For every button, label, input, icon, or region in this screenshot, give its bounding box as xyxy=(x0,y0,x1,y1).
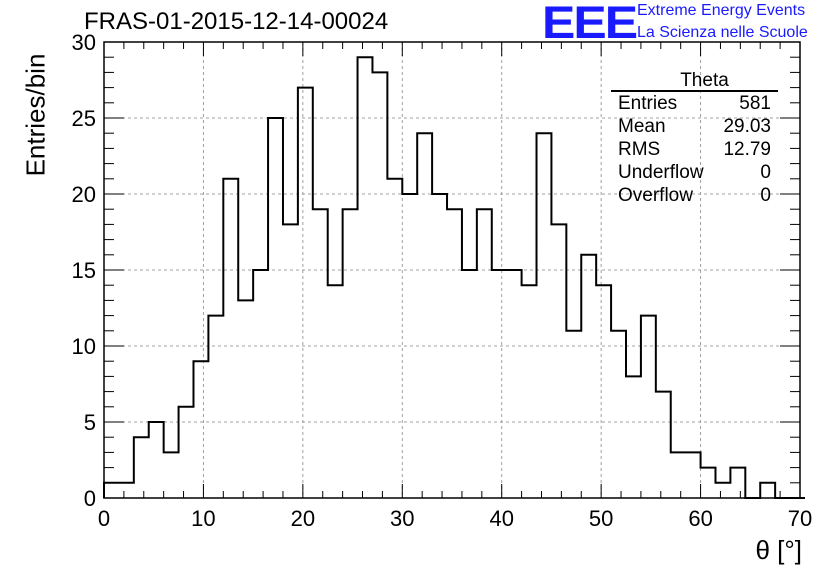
histogram-series xyxy=(103,56,805,499)
x-tick-label: 20 xyxy=(291,506,315,531)
x-tick-label: 60 xyxy=(688,506,712,531)
x-tick-label: 10 xyxy=(191,506,215,531)
y-tick-label: 15 xyxy=(72,258,96,283)
chart-title: FRAS-01-2015-12-14-00024 xyxy=(84,8,389,35)
stats-value: 29.03 xyxy=(723,116,771,137)
y-tick-label: 25 xyxy=(72,106,96,131)
y-tick-label: 10 xyxy=(72,334,96,359)
x-tick-label: 0 xyxy=(98,506,110,531)
stats-value: 581 xyxy=(739,93,771,114)
stats-row-rms: RMS 12.79 xyxy=(611,138,778,161)
x-tick-label: 40 xyxy=(489,506,513,531)
eee-logo-mark: EEE xyxy=(542,0,638,48)
logo-line-2: La Scienza nelle Scuole xyxy=(637,24,808,41)
stats-label: Underflow xyxy=(618,162,704,183)
logo-line-1: Extreme Energy Events xyxy=(637,2,806,19)
x-tick-label: 70 xyxy=(788,506,812,531)
stats-label: Mean xyxy=(618,116,666,137)
stats-row-overflow: Overflow 0 xyxy=(611,184,778,207)
y-tick-label: 5 xyxy=(84,410,96,435)
stats-label: Entries xyxy=(618,93,678,114)
y-tick-label: 30 xyxy=(72,30,96,55)
stats-row-entries: Entries 581 xyxy=(611,92,778,115)
stats-row-mean: Mean 29.03 xyxy=(611,115,778,138)
stats-title: Theta xyxy=(611,71,778,92)
stats-label: RMS xyxy=(618,139,661,160)
stats-value: 0 xyxy=(760,185,771,206)
x-tick-label: 50 xyxy=(589,506,613,531)
stats-label: Overflow xyxy=(618,185,693,206)
y-axis-label: Entries/bin xyxy=(20,53,51,177)
y-tick-label: 20 xyxy=(72,182,96,207)
stats-box: Theta Entries 581 Mean 29.03 RMS 12.79 U… xyxy=(611,71,778,207)
stats-row-underflow: Underflow 0 xyxy=(611,161,778,184)
y-tick-label: 0 xyxy=(84,486,96,511)
x-tick-label: 30 xyxy=(390,506,414,531)
stats-value: 12.79 xyxy=(723,139,771,160)
x-axis-label: θ [°] xyxy=(755,535,802,565)
stats-value: 0 xyxy=(760,162,771,183)
